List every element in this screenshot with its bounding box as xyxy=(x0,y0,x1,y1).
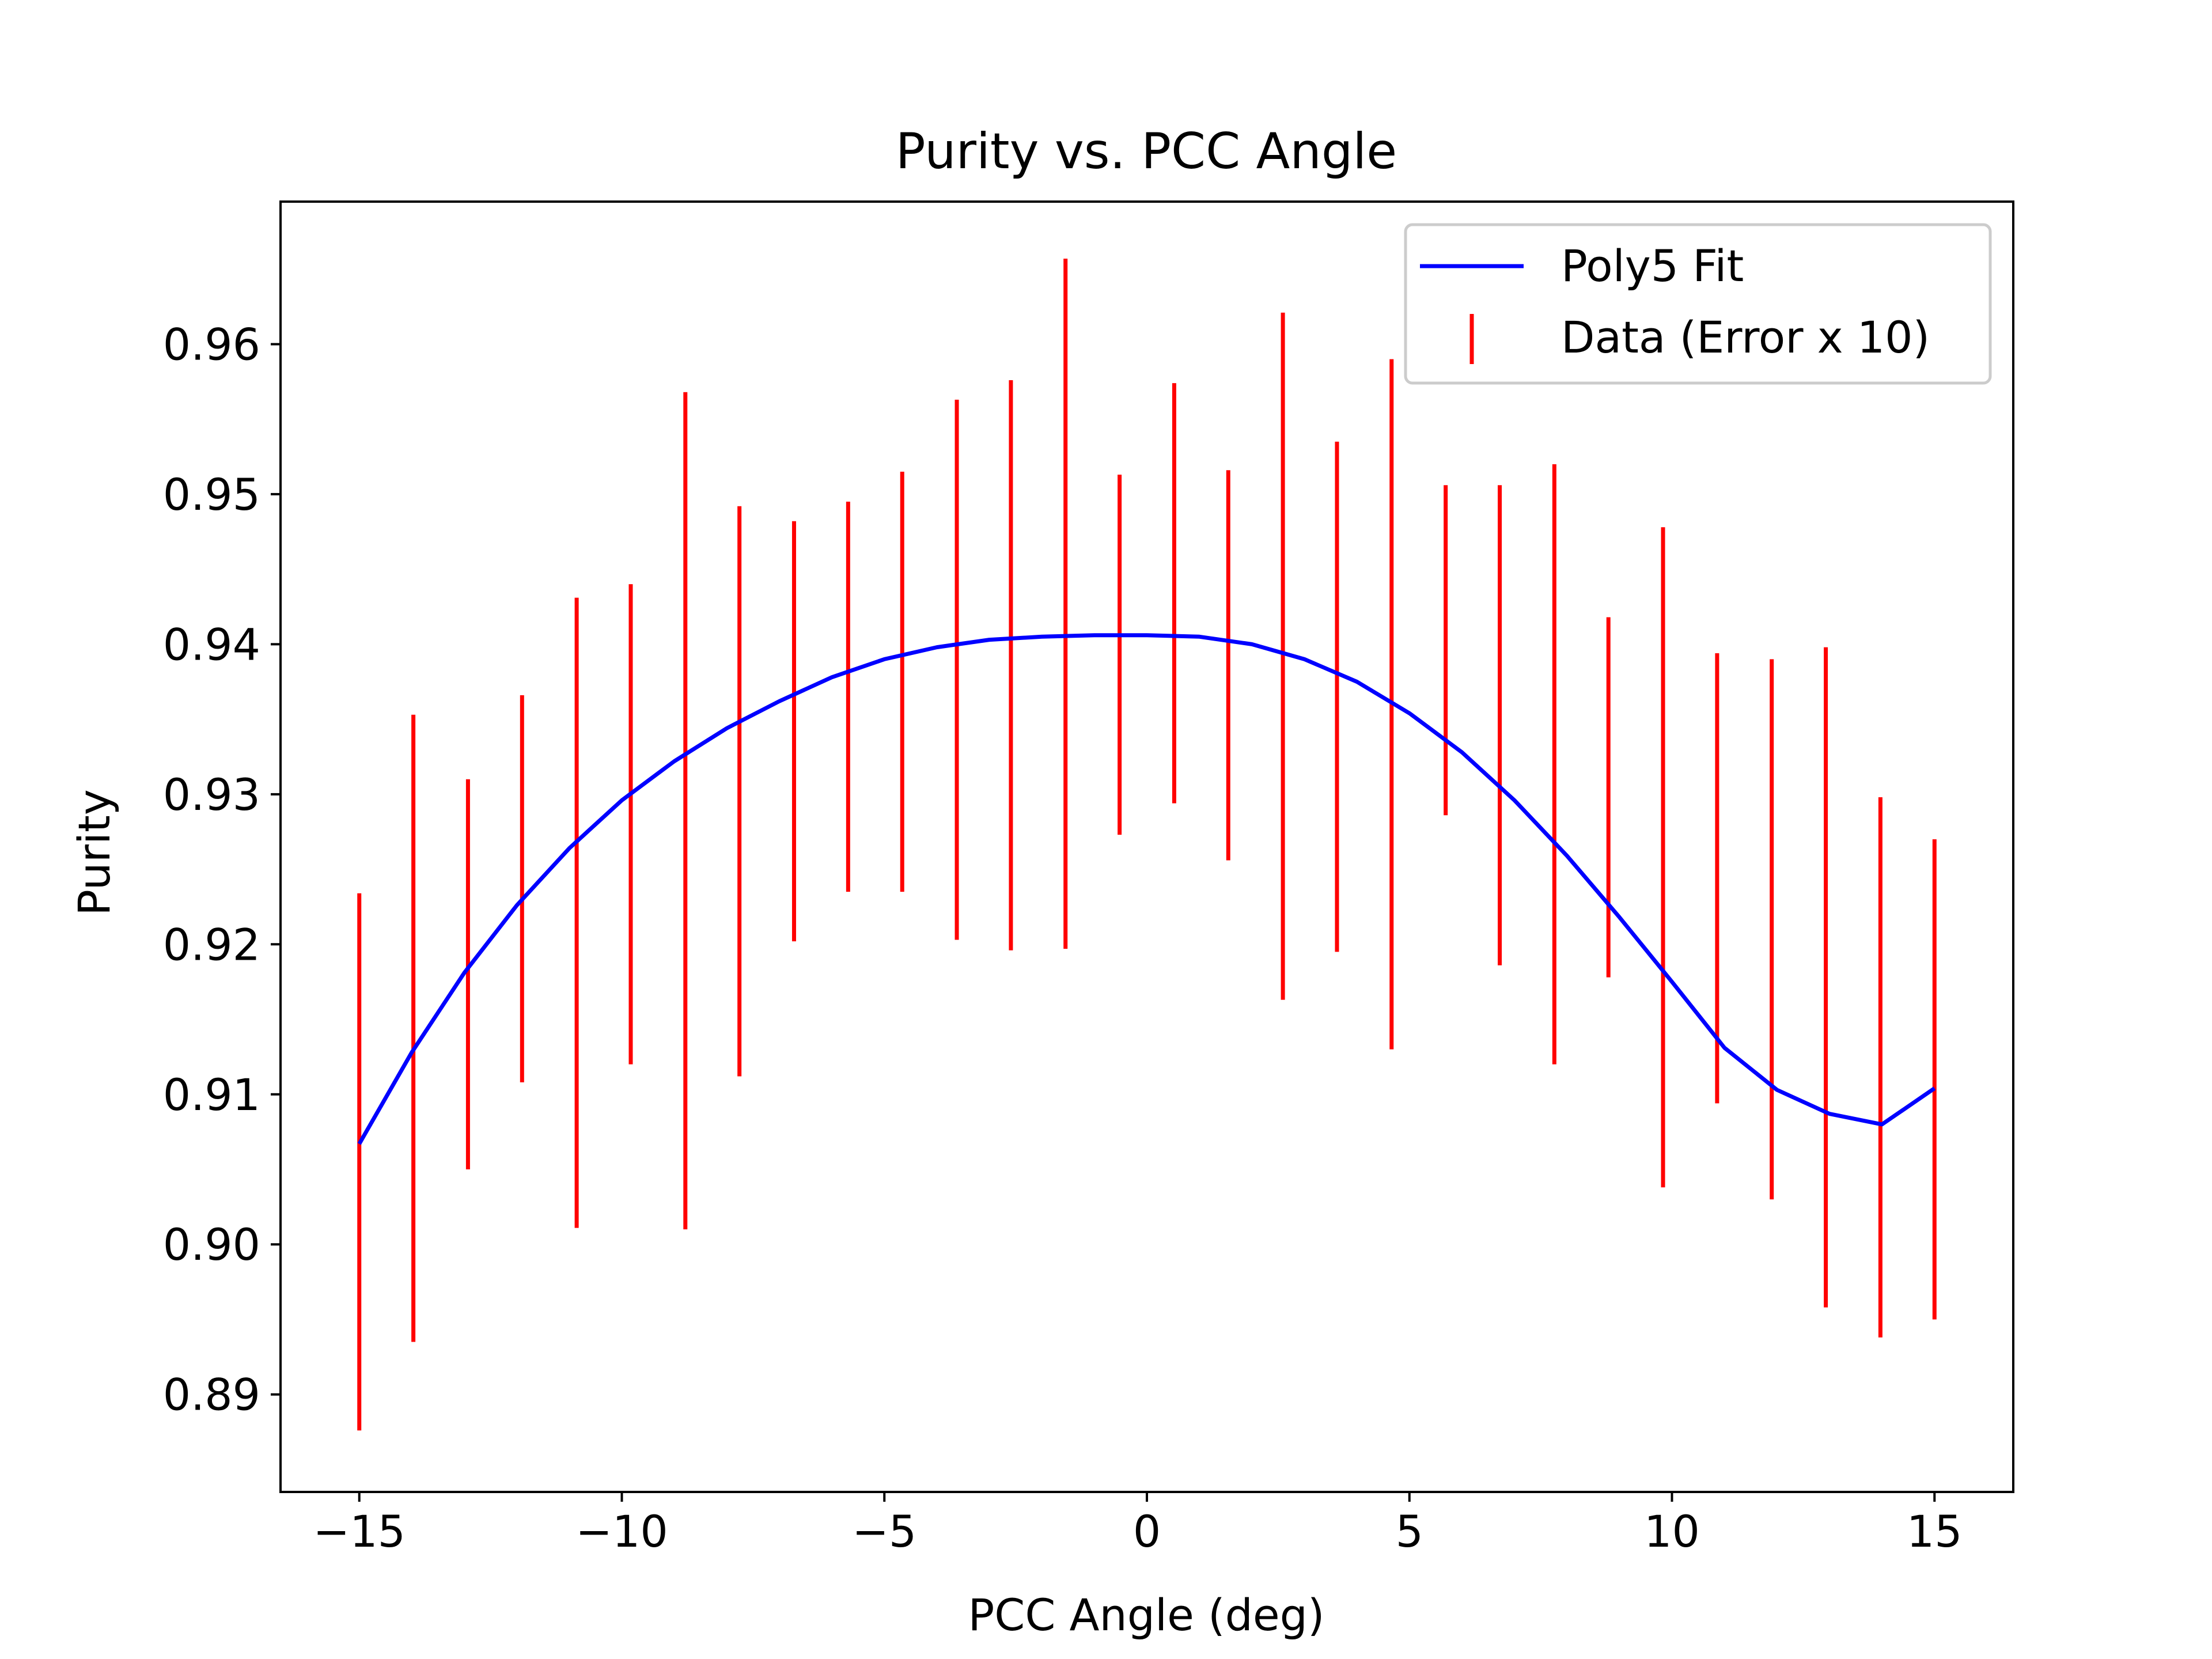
chart-title: Purity vs. PCC Angle xyxy=(896,123,1397,180)
x-tick-label: 5 xyxy=(1396,1506,1423,1557)
y-tick-label: 0.96 xyxy=(163,319,260,370)
x-tick-label: 15 xyxy=(1907,1506,1963,1557)
fit-line xyxy=(357,633,1936,1145)
legend-frame xyxy=(1404,223,1992,385)
y-tick-label: 0.89 xyxy=(163,1369,260,1421)
x-axis-label: PCC Angle (deg) xyxy=(968,1589,1324,1641)
y-tick-label: 0.90 xyxy=(163,1219,260,1270)
y-tick-label: 0.94 xyxy=(163,619,260,670)
legend-label-fit: Poly5 Fit xyxy=(1561,240,1744,291)
y-tick-label: 0.93 xyxy=(163,769,260,820)
x-tick-label: 10 xyxy=(1644,1506,1700,1557)
y-tick-label: 0.91 xyxy=(163,1069,260,1120)
legend: Poly5 Fit Data (Error x 10) xyxy=(1404,223,1992,385)
x-tick-label: −10 xyxy=(575,1506,668,1557)
x-tick-label: 0 xyxy=(1133,1506,1161,1557)
x-tick-label: −5 xyxy=(852,1506,916,1557)
legend-label-data: Data (Error x 10) xyxy=(1561,312,1930,363)
y-axis-label: Purity xyxy=(69,789,120,916)
x-tick-label: −15 xyxy=(313,1506,406,1557)
y-tick-label: 0.95 xyxy=(163,469,260,520)
y-tick-label: 0.92 xyxy=(163,919,260,970)
